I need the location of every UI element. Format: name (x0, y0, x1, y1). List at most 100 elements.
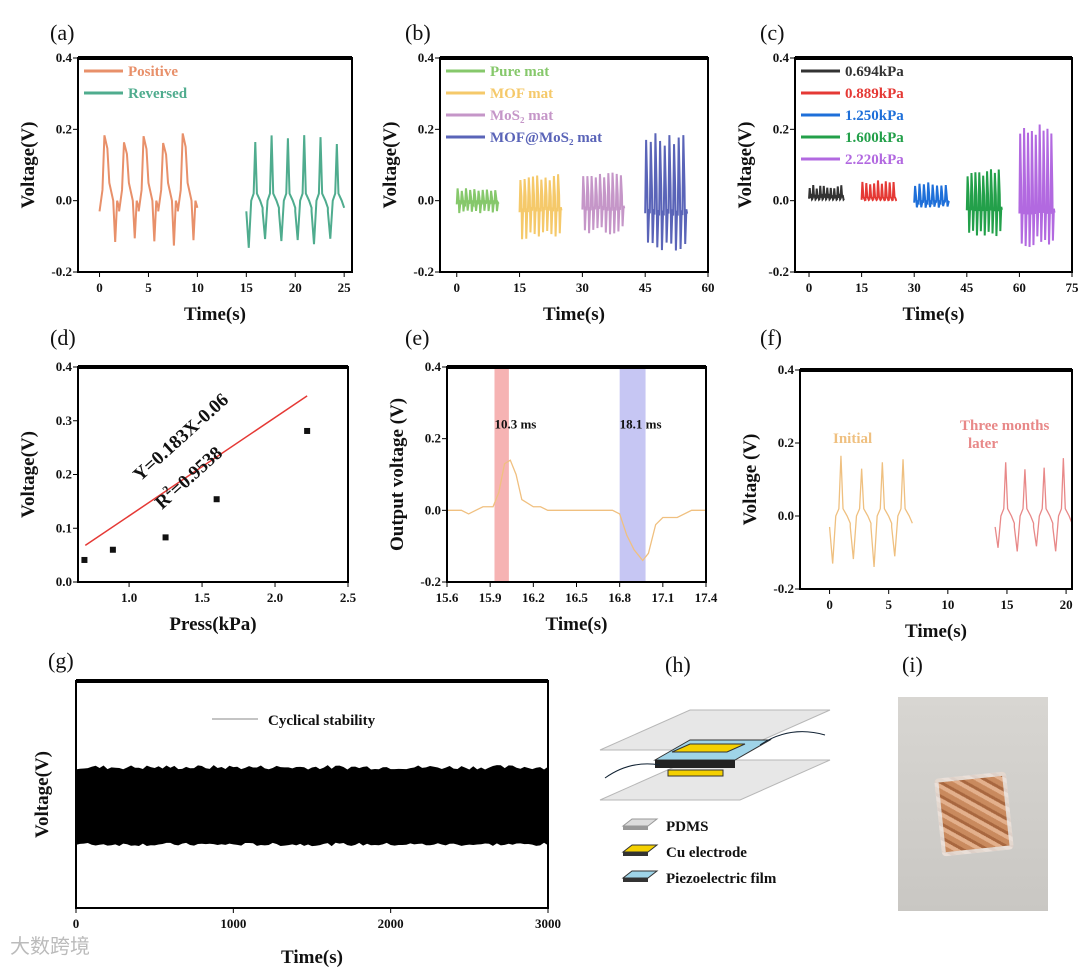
x-axis-label: Time(s) (905, 621, 967, 642)
x-tick-label: 15 (855, 280, 869, 295)
panel-g: (g) Cyclical stability 0 1000 2000 3000 Time(s… (32, 648, 561, 968)
x-tick-label: 45 (960, 280, 974, 295)
x-tick-label: 1.0 (121, 590, 137, 605)
y-tick-label: 0.4 (56, 50, 73, 65)
series-line-3 (644, 133, 689, 251)
legend-label: 1.250kPa (845, 108, 904, 124)
y-tick-label: 0.0 (56, 574, 72, 589)
panel-e: (e) 10.3 ms 18.1 ms 15.6 15.9 16.2 16.5 16.8 17.… (387, 325, 718, 635)
panel-b: (b) Pure mat MOF mat MoS₂ mat MOF@MoS₂ mat 0 1… (380, 20, 715, 325)
legend-label: MOF@MoS₂ mat (490, 130, 602, 146)
y-axis-label: Voltage(V) (18, 122, 39, 209)
data-point (81, 556, 88, 563)
series-line-2 (913, 182, 950, 208)
y-tick-label: 0.1 (56, 520, 72, 535)
x-tick-label: 0 (73, 916, 80, 931)
y-tick-label: 0.4 (56, 359, 73, 374)
x-tick-label: 5 (885, 597, 892, 612)
y-tick-label: 0.0 (56, 193, 72, 208)
series-line-1 (245, 135, 346, 248)
y-tick-label: 0.3 (56, 413, 73, 428)
x-tick-label: 15.6 (436, 590, 459, 605)
x-tick-label: 2.5 (340, 590, 357, 605)
x-tick-label: 0 (454, 280, 461, 295)
y-tick-label: -0.2 (51, 264, 72, 279)
panel-label: (d) (50, 325, 76, 350)
legend-label: PDMS (666, 819, 709, 835)
x-tick-label: 15 (1000, 597, 1014, 612)
y-axis-label: Voltage(V) (735, 122, 756, 209)
x-tick-label: 75 (1066, 280, 1080, 295)
fit-line (84, 395, 308, 547)
series-line-0 (808, 184, 845, 202)
y-tick-label: 0.4 (425, 359, 442, 374)
legend-label: MoS₂ mat (490, 108, 553, 124)
x-tick-label: 17.1 (651, 590, 674, 605)
y-tick-label: 0.2 (56, 467, 72, 482)
y-tick-label: 0.4 (418, 50, 435, 65)
x-tick-label: 60 (702, 280, 715, 295)
x-tick-label: 20 (1060, 597, 1073, 612)
x-tick-label: 60 (1013, 280, 1026, 295)
x-tick-label: 45 (639, 280, 653, 295)
y-tick-label: -0.2 (420, 574, 441, 589)
data-point (213, 496, 220, 503)
y-tick-label: 0.2 (773, 121, 789, 136)
plot-frame (77, 57, 353, 273)
panel-label: (b) (405, 20, 431, 45)
annotation-later-2: later (968, 436, 998, 452)
x-tick-label: 16.2 (522, 590, 545, 605)
band-label: 10.3 ms (494, 417, 536, 432)
legend-label: 1.600kPa (845, 130, 904, 146)
x-tick-label: 16.8 (608, 590, 631, 605)
piezo-film-edge (655, 760, 735, 768)
x-tick-label: 1000 (220, 916, 246, 931)
legend-swatch (621, 818, 659, 827)
cu-electrode-bottom (667, 769, 724, 777)
copper-foil (934, 771, 1014, 857)
legend-label: Cyclical stability (268, 713, 376, 729)
x-tick-label: 25 (338, 280, 352, 295)
series-line-0 (98, 133, 199, 246)
y-tick-label: -0.2 (773, 581, 794, 596)
x-tick-label: 0 (96, 280, 103, 295)
x-axis-label: Time(s) (543, 304, 605, 325)
x-tick-label: 30 (576, 280, 589, 295)
cu-electrode-top (671, 743, 746, 753)
panel-f: (f) Initial Three months later 0 5 10 15 20 -0.2 0… (740, 325, 1073, 642)
x-tick-label: 15 (513, 280, 527, 295)
x-axis-label: Time(s) (281, 947, 343, 968)
legend-swatch (621, 844, 659, 853)
panel-h: (h) PDMS Cu electrode Piezoelectric film (599, 652, 831, 887)
y-tick-label: 0.2 (418, 121, 434, 136)
legend-swatch-edge (623, 852, 648, 856)
panel-label: (a) (50, 20, 74, 45)
signal-band (76, 765, 548, 847)
x-tick-label: 15.9 (479, 590, 502, 605)
y-tick-label: 0.2 (56, 121, 72, 136)
series-line-0 (455, 188, 500, 214)
x-tick-label: 1.5 (194, 590, 211, 605)
y-axis-label: Voltage(V) (380, 122, 401, 209)
plot-frame (799, 369, 1073, 590)
wire (604, 731, 826, 779)
x-tick-label: 30 (908, 280, 921, 295)
x-tick-label: 0 (806, 280, 813, 295)
legend-label: Piezoelectric film (666, 871, 777, 887)
legend-label: MOF mat (490, 86, 553, 102)
plot-frame (446, 366, 707, 583)
panel-label: (c) (760, 20, 784, 45)
panel-label: (e) (405, 325, 429, 350)
highlight-band (494, 367, 509, 582)
x-tick-label: 20 (289, 280, 302, 295)
highlight-band (619, 367, 646, 582)
x-tick-label: 5 (145, 280, 152, 295)
legend-swatch-edge (623, 878, 648, 882)
device-photo (898, 697, 1048, 911)
panel-c: (c) 0.694kPa 0.889kPa 1.250kPa 1.600kPa 2.220… (735, 20, 1079, 325)
panel-label: (g) (48, 648, 74, 673)
pdms-bottom-layer (599, 759, 831, 801)
data-point (304, 427, 311, 434)
